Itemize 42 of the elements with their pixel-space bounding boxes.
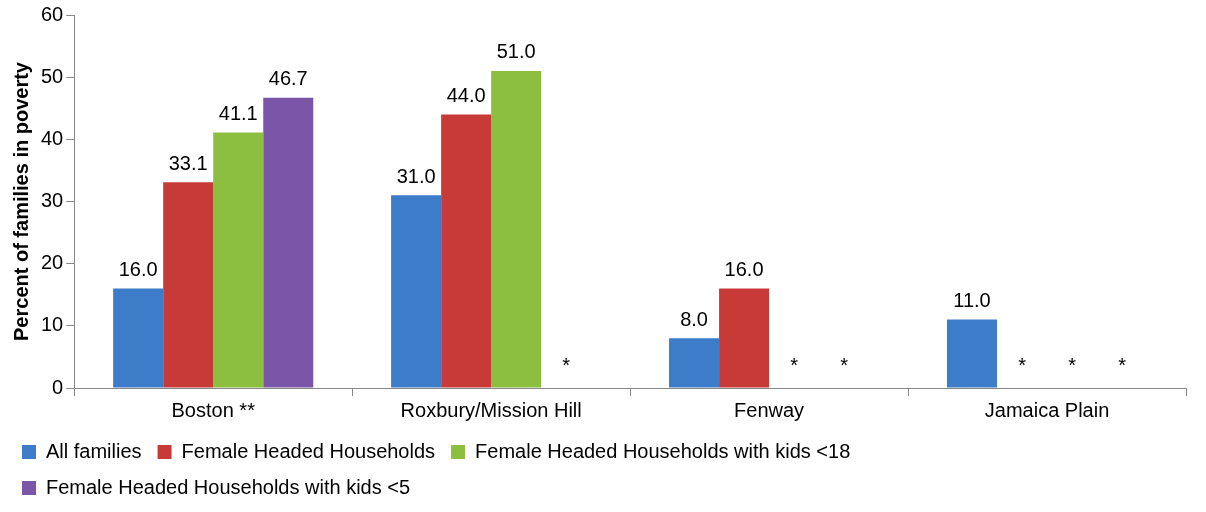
x-tick-label: Roxbury/Mission Hill xyxy=(400,398,582,421)
data-label: 44.0 xyxy=(446,83,486,106)
text: * xyxy=(1018,353,1026,376)
data-label: 41.1 xyxy=(218,102,258,125)
bar xyxy=(113,288,164,388)
legend-label: Female Headed Households with kids <18 xyxy=(475,439,851,462)
x-tick-label: Boston ** xyxy=(171,398,256,421)
data-label: 16.0 xyxy=(724,258,764,281)
y-tick-label: 40 xyxy=(41,126,64,149)
legend-label: All families xyxy=(46,439,142,462)
legend-label: Female Headed Households with kids <5 xyxy=(46,475,411,498)
bar xyxy=(491,70,542,388)
x-tick-label: Fenway xyxy=(734,398,805,421)
data-label: 33.1 xyxy=(168,151,208,174)
bar xyxy=(163,182,214,388)
bar xyxy=(213,132,264,388)
bar xyxy=(719,288,770,388)
data-label: 46.7 xyxy=(268,67,308,90)
data-label: 8.0 xyxy=(680,307,708,330)
bar xyxy=(669,338,720,388)
legend-label: Female Headed Households xyxy=(181,439,436,462)
y-tick-label: 30 xyxy=(41,189,64,212)
data-label: 11.0 xyxy=(953,289,991,312)
data-label: 51.0 xyxy=(496,40,536,63)
text: * xyxy=(562,353,571,376)
data-label: 16.0 xyxy=(118,258,158,281)
text: * xyxy=(790,353,799,376)
data-label: 31.0 xyxy=(396,164,436,187)
bar xyxy=(441,114,492,388)
bar xyxy=(391,195,442,388)
y-tick-label: 20 xyxy=(41,251,64,274)
y-tick-label: 0 xyxy=(52,375,64,398)
bar xyxy=(946,319,997,388)
x-tick-label: Jamaica Plain xyxy=(984,398,1110,421)
y-tick-label: 50 xyxy=(41,64,64,87)
text: * xyxy=(1068,353,1076,376)
y-tick-label: 60 xyxy=(41,2,64,25)
text: * xyxy=(1118,353,1126,376)
y-axis-title: Percent of families in poverty xyxy=(9,61,32,341)
y-tick-label: 10 xyxy=(41,313,64,336)
text: * xyxy=(840,353,849,376)
bar xyxy=(263,97,314,388)
